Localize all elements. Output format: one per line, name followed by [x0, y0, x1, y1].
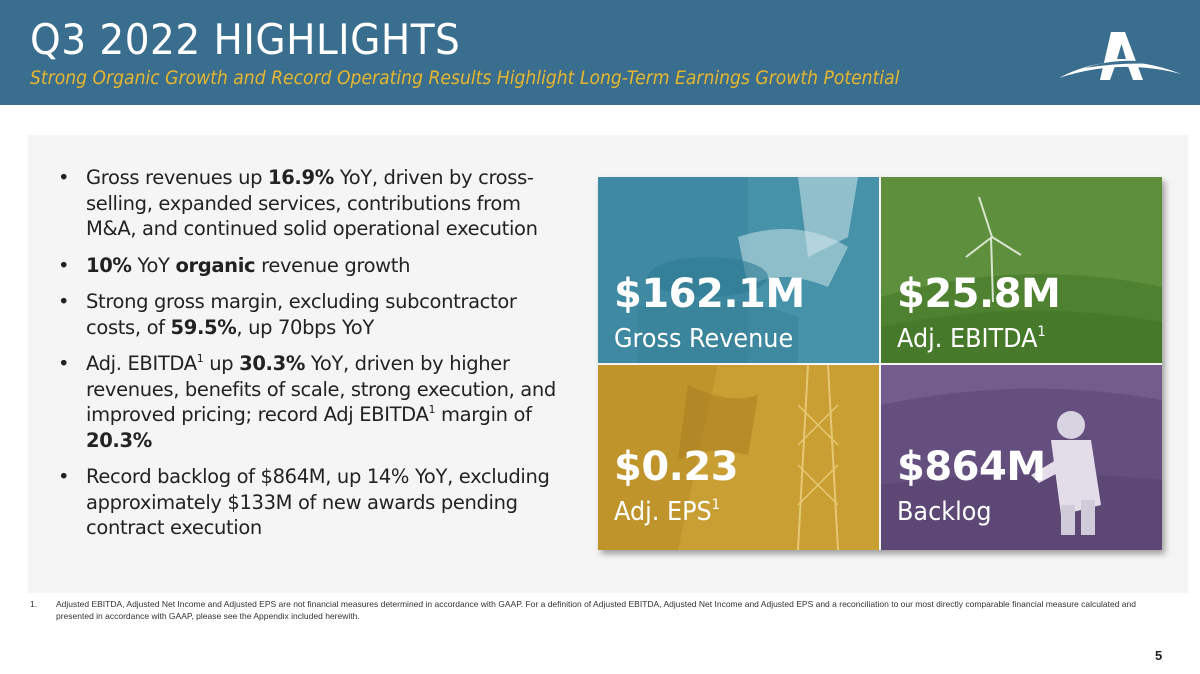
lab-technician-photo	[598, 177, 879, 363]
footnote: 1. Adjusted EBITDA, Adjusted Net Income …	[30, 598, 1170, 622]
footnote-text: Adjusted EBITDA, Adjusted Net Income and…	[56, 599, 1136, 621]
adj-eps-tile: $0.23 Adj. EPS1	[598, 365, 879, 550]
bullet-dot: •	[58, 465, 70, 488]
page-number: 5	[1155, 648, 1163, 663]
footnote-number: 1.	[30, 599, 38, 609]
adj-eps-value: $0.23	[614, 444, 739, 490]
list-item: • Strong gross margin, excluding subcont…	[58, 290, 517, 339]
atlas-a-logo-icon	[1059, 32, 1181, 80]
bullet-dot: •	[58, 253, 70, 277]
bullet-dot: •	[58, 352, 70, 375]
backlog-value: $864M	[897, 444, 1046, 490]
adj-ebitda-label: Adj. EBITDA1	[897, 324, 1046, 354]
transmission-tower-photo	[598, 365, 879, 550]
page-subtitle: Strong Organic Growth and Record Operati…	[30, 67, 900, 89]
adj-ebitda-tile: $25.8M Adj. EBITDA1	[881, 177, 1162, 363]
list-item: • 10% YoY organic revenue growth	[58, 253, 411, 277]
page-title: Q3 2022 HIGHLIGHTS	[30, 15, 461, 64]
bullet-dot: •	[58, 290, 70, 313]
list-item: • Gross revenues up 16.9% YoY, driven by…	[58, 166, 538, 240]
kpi-grid: $162.1M Gross Revenue $25.8M Adj. EBITDA…	[598, 177, 1162, 550]
list-item: • Record backlog of $864M, up 14% YoY, e…	[58, 465, 550, 539]
field-worker-photo	[881, 365, 1162, 550]
bullet-dot: •	[58, 166, 70, 189]
header-bar: Q3 2022 HIGHLIGHTS Strong Organic Growth…	[0, 0, 1200, 105]
adj-ebitda-value: $25.8M	[897, 271, 1061, 317]
gross-revenue-label: Gross Revenue	[614, 324, 794, 354]
list-item: • Adj. EBITDA1 up 30.3% YoY, driven by h…	[58, 352, 556, 452]
highlights-list: • Gross revenues up 16.9% YoY, driven by…	[58, 165, 568, 552]
adj-eps-label: Adj. EPS1	[614, 497, 720, 527]
gross-revenue-value: $162.1M	[614, 271, 805, 317]
wind-turbine-photo	[881, 177, 1162, 363]
gross-revenue-tile: $162.1M Gross Revenue	[598, 177, 879, 363]
backlog-tile: $864M Backlog	[881, 365, 1162, 550]
backlog-label: Backlog	[897, 497, 992, 527]
